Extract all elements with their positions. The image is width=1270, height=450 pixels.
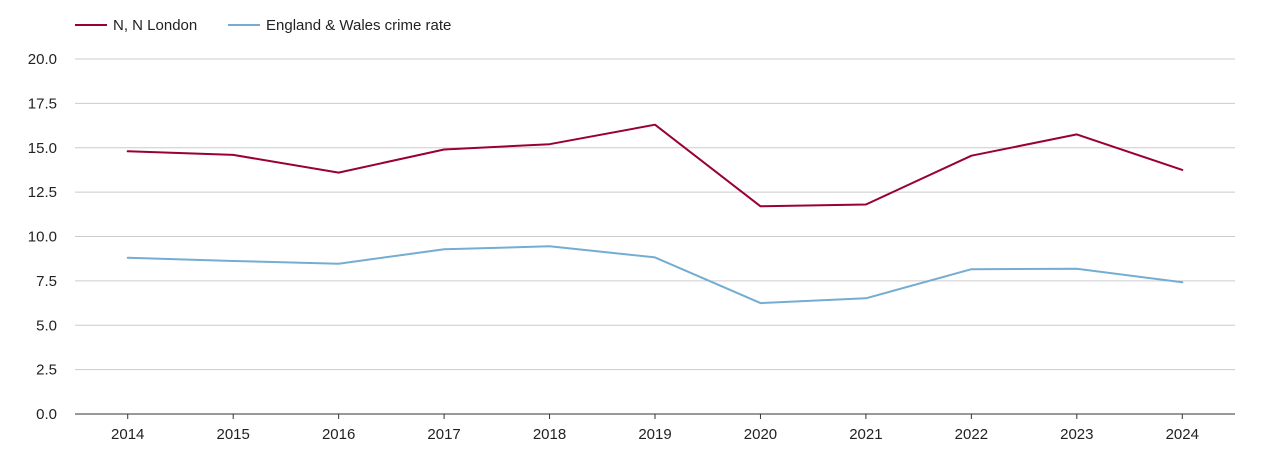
series-line-0 xyxy=(126,123,1184,208)
x-tick-label: 2014 xyxy=(111,426,144,443)
legend-item-n-london[interactable]: N, N London xyxy=(75,17,197,34)
data-point[interactable] xyxy=(652,254,658,260)
x-tick-label: 2020 xyxy=(744,426,777,443)
series-line-1 xyxy=(126,245,1184,305)
y-axis-ticks: 0.0 2.5 5.0 7.5 10.0 12.5 15.0 17.5 20.0 xyxy=(28,51,57,423)
y-tick-label: 7.5 xyxy=(36,273,57,290)
x-tick-label: 2022 xyxy=(955,426,988,443)
data-point[interactable] xyxy=(1074,266,1080,272)
data-point[interactable] xyxy=(652,122,658,128)
data-point[interactable] xyxy=(757,300,763,306)
data-point[interactable] xyxy=(1179,279,1185,285)
y-tick-label: 17.5 xyxy=(28,95,57,112)
data-point[interactable] xyxy=(336,170,342,176)
data-point[interactable] xyxy=(863,202,869,208)
y-tick-label: 10.0 xyxy=(28,229,57,246)
legend-label-n-london: N, N London xyxy=(113,17,197,34)
data-point[interactable] xyxy=(230,258,236,264)
x-axis-ticks: 2014 2015 2016 2017 2018 2019 2020 2021 2022 2023… xyxy=(111,414,1199,443)
x-tick-label: 2023 xyxy=(1060,426,1093,443)
x-tick-label: 2019 xyxy=(638,426,671,443)
data-point[interactable] xyxy=(863,295,869,301)
y-tick-label: 15.0 xyxy=(28,140,57,157)
x-tick-label: 2017 xyxy=(427,426,460,443)
data-point[interactable] xyxy=(757,203,763,209)
data-point[interactable] xyxy=(968,266,974,272)
legend: N, N London England & Wales crime rate xyxy=(75,17,451,34)
data-point[interactable] xyxy=(336,261,342,267)
y-tick-label: 5.0 xyxy=(36,317,57,334)
y-tick-label: 2.5 xyxy=(36,362,57,379)
gridlines xyxy=(75,58,1235,415)
x-tick-label: 2021 xyxy=(849,426,882,443)
data-point[interactable] xyxy=(547,243,553,249)
data-point[interactable] xyxy=(125,148,131,154)
data-point[interactable] xyxy=(125,255,131,261)
data-point[interactable] xyxy=(547,141,553,147)
x-tick-label: 2015 xyxy=(216,426,249,443)
data-point[interactable] xyxy=(1074,131,1080,137)
data-point[interactable] xyxy=(441,147,447,153)
series-lines xyxy=(125,122,1185,306)
y-tick-label: 0.0 xyxy=(36,406,57,423)
x-tick-label: 2018 xyxy=(533,426,566,443)
legend-item-england-wales[interactable]: England & Wales crime rate xyxy=(228,17,451,34)
x-tick-label: 2016 xyxy=(322,426,355,443)
data-point[interactable] xyxy=(968,153,974,159)
y-tick-label: 20.0 xyxy=(28,51,57,68)
y-tick-label: 12.5 xyxy=(28,184,57,201)
data-point[interactable] xyxy=(441,246,447,252)
legend-label-england-wales: England & Wales crime rate xyxy=(266,17,451,34)
data-point[interactable] xyxy=(1179,167,1185,173)
x-tick-label: 2024 xyxy=(1166,426,1199,443)
data-point[interactable] xyxy=(230,152,236,158)
